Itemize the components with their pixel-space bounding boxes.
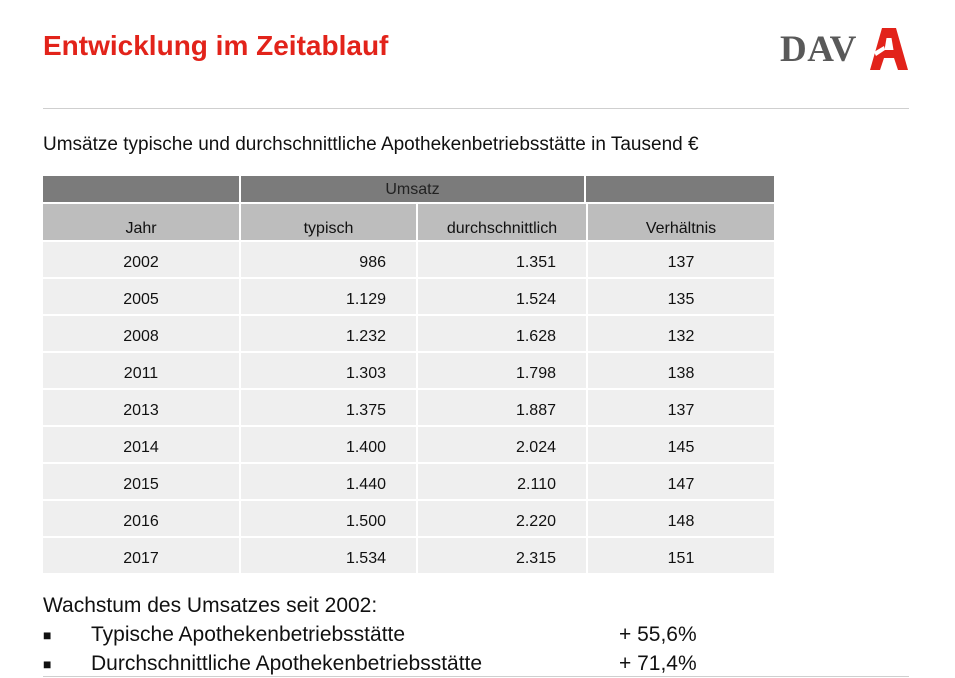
cell-jahr: 2015 [43,462,239,499]
table-row: 2016 1.500 2.220 148 [43,499,774,536]
cell-jahr: 2014 [43,425,239,462]
page-title: Entwicklung im Zeitablauf [43,30,389,61]
cell-jahr: 2017 [43,536,239,573]
cell-verhaeltnis: 132 [586,314,774,351]
group-header-umsatz: Umsatz [239,176,586,202]
cell-durchschnittlich: 2.024 [416,425,586,462]
bullet-icon: ■ [43,627,52,643]
cell-verhaeltnis: 138 [586,351,774,388]
cell-durchschnittlich: 1.524 [416,277,586,314]
cell-verhaeltnis: 151 [586,536,774,573]
cell-typisch: 1.129 [239,277,416,314]
cell-durchschnittlich: 1.887 [416,388,586,425]
table-row: 2011 1.303 1.798 138 [43,351,774,388]
list-item: ■ Typische Apothekenbetriebsstätte + 55,… [43,621,743,649]
table-row: 2005 1.129 1.524 135 [43,277,774,314]
cell-verhaeltnis: 135 [586,277,774,314]
table-group-header-row: Umsatz [43,176,774,202]
list-item: ■ Durchschnittliche Apothekenbetriebsstä… [43,650,743,678]
cell-durchschnittlich: 1.798 [416,351,586,388]
column-header-typisch: typisch [239,202,416,240]
column-header-jahr: Jahr [43,202,239,240]
cell-jahr: 2002 [43,240,239,277]
cell-durchschnittlich: 2.110 [416,462,586,499]
group-header-empty [43,176,239,202]
table-row: 2002 986 1.351 137 [43,240,774,277]
cell-typisch: 986 [239,240,416,277]
cell-typisch: 1.440 [239,462,416,499]
cell-verhaeltnis: 137 [586,240,774,277]
cell-typisch: 1.232 [239,314,416,351]
cell-typisch: 1.375 [239,388,416,425]
cell-typisch: 1.303 [239,351,416,388]
cell-durchschnittlich: 1.628 [416,314,586,351]
table-caption: Umsätze typische und durchschnittliche A… [43,134,699,155]
cell-jahr: 2005 [43,277,239,314]
growth-value: + 71,4% [619,652,697,675]
cell-typisch: 1.534 [239,536,416,573]
column-header-verhaeltnis: Verhältnis [586,202,774,240]
table-row: 2015 1.440 2.110 147 [43,462,774,499]
table-row: 2017 1.534 2.315 151 [43,536,774,573]
logo-text: DAV [780,29,857,70]
table-row: 2014 1.400 2.024 145 [43,425,774,462]
growth-heading: Wachstum des Umsatzes seit 2002: [43,594,378,617]
cell-durchschnittlich: 1.351 [416,240,586,277]
revenue-table: Umsatz Jahr typisch durchschnittlich Ver… [43,176,774,573]
cell-typisch: 1.400 [239,425,416,462]
cell-verhaeltnis: 137 [586,388,774,425]
cell-verhaeltnis: 147 [586,462,774,499]
growth-label: Typische Apothekenbetriebsstätte [91,623,406,646]
cell-typisch: 1.500 [239,499,416,536]
growth-value: + 55,6% [619,623,697,646]
growth-label: Durchschnittliche Apothekenbetriebsstätt… [91,652,483,675]
dav-logo: DAV [780,26,910,72]
cell-verhaeltnis: 145 [586,425,774,462]
cell-durchschnittlich: 2.315 [416,536,586,573]
table-row: 2008 1.232 1.628 132 [43,314,774,351]
table-header-row: Jahr typisch durchschnittlich Verhältnis [43,202,774,240]
cell-verhaeltnis: 148 [586,499,774,536]
cell-jahr: 2016 [43,499,239,536]
table-row: 2013 1.375 1.887 137 [43,388,774,425]
cell-jahr: 2008 [43,314,239,351]
cell-durchschnittlich: 2.220 [416,499,586,536]
header-divider [43,108,909,109]
apotheken-a-icon [870,28,908,70]
cell-jahr: 2013 [43,388,239,425]
group-header-empty [586,176,774,202]
cell-jahr: 2011 [43,351,239,388]
footer-divider [43,676,909,677]
bullet-icon: ■ [43,656,52,672]
column-header-durchschnittlich: durchschnittlich [416,202,586,240]
